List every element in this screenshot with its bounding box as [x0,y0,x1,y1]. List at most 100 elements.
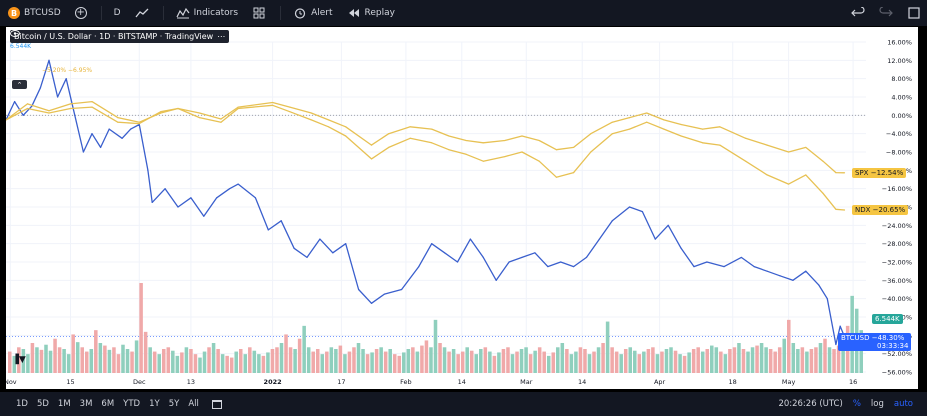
volume-bar [315,349,320,373]
bottom-right-group: 20:26:26 (UTC) % log auto [778,392,913,416]
chart-canvas[interactable]: 16.00% 12.00% 8.00% 4.00% 0.00% −4.00% −8.00% −… [6,27,918,389]
volume-bar [112,347,116,373]
volume-bar [497,352,501,373]
data-point-btcusd [401,288,403,291]
data-point-btcusd [293,247,295,249]
redo-icon[interactable] [879,7,893,19]
volume-bar [26,354,30,373]
data-point-ndx [289,111,291,113]
range-button-1y[interactable]: 1Y [149,399,160,409]
data-point-ndx [611,133,613,135]
volume-bar [143,331,148,373]
range-button-1m[interactable]: 1M [57,399,71,409]
data-point-btcusd [319,238,321,240]
volume-bar [773,351,777,373]
volume-bar [293,349,297,373]
more-icon[interactable]: ⋯ [217,32,226,41]
volume-bar [152,351,157,373]
data-point-spx [719,126,721,128]
auto-toggle[interactable]: auto [893,399,913,409]
volume-bar [220,354,225,373]
volume-bar [21,349,26,373]
x-tick-label: 18 [729,378,737,386]
symbol-search-button[interactable]: B BTCUSD [8,7,61,19]
y-tick-label: 16.00% [887,39,912,47]
line-chart-icon [135,8,149,18]
volume-bar [320,354,325,373]
y-tick-label: 12.00% [887,57,912,65]
volume-bar [574,351,578,373]
volume-bar [818,343,823,373]
range-button-6m[interactable]: 6M [101,399,115,409]
volume-bar [370,352,374,373]
data-point-btcusd [693,265,695,268]
data-point-spx [388,133,390,135]
volume-bar [75,342,80,373]
data-point-btcusd [521,256,523,259]
y-tick-label: 8.00% [891,75,912,83]
range-button-ytd[interactable]: YTD [123,399,141,409]
ndx-tag-value: −20.65% [872,205,906,214]
volume-bar [180,352,184,373]
range-button-3m[interactable]: 3M [79,399,93,409]
data-point-spx [138,122,140,125]
volume-bar [737,343,741,373]
toolbar-divider [162,6,164,20]
volume-bar [71,334,75,373]
zero-line-layer [6,114,866,338]
data-point-spx [220,118,222,120]
data-point-btcusd [57,96,59,98]
data-point-ndx [590,151,592,153]
interval-button[interactable]: D [114,8,121,18]
x-tick-label: Mar [520,378,533,386]
volume-bar [175,355,180,373]
y-tick-label: 0.00% [891,112,912,120]
y-tick-label: 4.00% [891,94,912,102]
y-tick-label: −56.00% [882,369,912,377]
chart-legend[interactable]: Bitcoin / U.S. Dollar · 1D · BITSTAMP · … [10,30,230,43]
utc-time[interactable]: 20:26:26 (UTC) [778,399,843,409]
percent-toggle[interactable]: % [852,399,861,409]
volume-bar [560,343,565,373]
data-point-spx [26,107,29,110]
undo-icon[interactable] [851,7,865,19]
volume-bar [347,351,352,373]
eye-icon[interactable] [10,30,20,37]
legend-ndx-hint: −6.95% [68,67,93,74]
data-point-btcusd [254,197,256,199]
templates-button[interactable] [252,7,266,19]
data-point-btcusd [766,270,768,272]
chart-type-button[interactable] [135,7,149,19]
range-button-5y[interactable]: 5Y [168,399,180,409]
x-tick-label: Feb [400,378,412,386]
y-tick-label: −4.00% [886,130,912,138]
fullscreen-icon[interactable] [907,7,921,19]
data-point-btcusd [358,288,360,291]
replay-button[interactable]: Replay [347,7,395,19]
volume-bar [80,347,84,373]
chart-pane[interactable]: 16.00% 12.00% 8.00% 4.00% 0.00% −4.00% −8.00% −… [6,27,918,389]
compare-symbol-button[interactable]: + [74,7,87,19]
volume-bar [651,347,655,373]
plus-circle-icon: + [74,7,87,19]
volume-bar [343,354,347,373]
range-button-all[interactable]: All [188,399,199,409]
indicators-button[interactable]: Indicators [176,7,238,19]
data-point-spx [431,128,433,130]
volume-bar [646,349,651,373]
range-button-5d[interactable]: 5D [36,399,49,409]
volume-bar [619,354,623,373]
calendar-icon[interactable] [211,399,222,409]
log-toggle[interactable]: log [870,399,884,409]
volume-bar [66,354,71,373]
collapse-legend-button[interactable]: ⌃ [12,80,27,89]
y-tick-label: −28.00% [882,240,912,248]
volume-bar [823,338,827,373]
volume-bar [741,349,746,373]
volume-tag-value: 6.544K [875,315,900,324]
alert-button[interactable]: Alert [293,7,333,19]
range-button-1d[interactable]: 1D [16,399,28,409]
x-tick-label: Apr [654,378,666,386]
toolbar-right-group [851,0,921,26]
x-tick-label: 14 [578,378,586,386]
